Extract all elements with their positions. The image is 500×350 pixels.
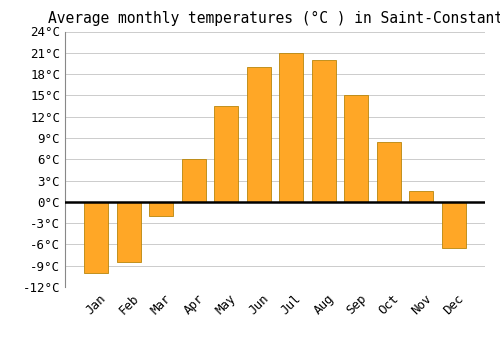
Bar: [116, 202, 141, 262]
Bar: [442, 202, 466, 248]
Bar: [409, 191, 434, 202]
Bar: [84, 202, 108, 273]
Title: Average monthly temperatures (°C ) in Saint-Constant: Average monthly temperatures (°C ) in Sa…: [48, 11, 500, 26]
Bar: [376, 141, 401, 202]
Bar: [279, 53, 303, 202]
Bar: [214, 106, 238, 202]
Bar: [182, 159, 206, 202]
Bar: [246, 67, 271, 202]
Bar: [344, 95, 368, 202]
Bar: [312, 60, 336, 202]
Bar: [149, 202, 174, 216]
